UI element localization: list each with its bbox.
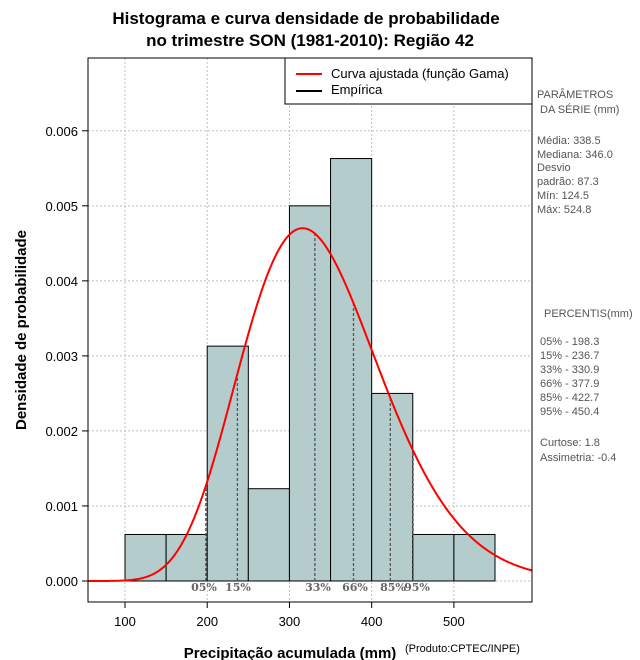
- stat-mediana: Mediana: 346.0: [537, 149, 613, 161]
- x-tick-label-4: 500: [443, 614, 465, 629]
- legend-label-empirical: Empírica: [331, 82, 383, 97]
- percentile-label-85: 85%: [380, 581, 406, 594]
- percentis-title: PERCENTIS(mm): [544, 308, 633, 320]
- x-tick-label-2: 300: [279, 614, 301, 629]
- x-axis-title: Precipitação acumulada (mm): [184, 645, 397, 660]
- histogram-bar-6: [371, 392, 414, 582]
- percentil-line-33: 33% - 330.9: [540, 364, 599, 376]
- y-tick-label-6: 0.006: [45, 124, 78, 139]
- y-axis: 0.000 0.001 0.002 0.003 0.004 0.005 0.006: [45, 124, 88, 589]
- legend-box: [284, 57, 533, 105]
- x-tick-label-3: 400: [361, 614, 383, 629]
- percentile-labels: 05% 15% 33% 66% 85% 95%: [191, 581, 430, 594]
- params-title-1: PARÂMETROS: [537, 88, 613, 101]
- histogram-bar-3: [247, 488, 290, 582]
- stat-max: Máx: 524.8: [537, 204, 591, 216]
- percentil-line-66: 66% - 377.9: [540, 378, 599, 390]
- percentile-lines: [205, 233, 414, 581]
- stat-media: Média: 338.5: [537, 135, 601, 147]
- params-title-2: DA SÉRIE (mm): [540, 103, 619, 116]
- x-axis: 100 200 300 400 500: [114, 602, 465, 629]
- legend-label-fit: Curva ajustada (função Gama): [331, 66, 509, 81]
- y-tick-label-3: 0.003: [45, 349, 78, 364]
- percentile-label-15: 15%: [225, 581, 251, 594]
- y-tick-label-2: 0.002: [45, 424, 78, 439]
- chart-title-line-1: Histograma e curva densidade de probabil…: [112, 9, 499, 28]
- product-credit: (Produto:CPTEC/INPE): [405, 643, 520, 655]
- percentile-label-66: 66%: [342, 581, 368, 594]
- histogram-bar-0: [124, 533, 167, 582]
- x-tick-label-0: 100: [114, 614, 136, 629]
- stat-assimetria: Assimetria: -0.4: [540, 452, 616, 464]
- gamma-fit-curve: [88, 227, 533, 582]
- y-tick-label-1: 0.001: [45, 499, 78, 514]
- y-axis-title: Densidade de probabilidade: [13, 230, 30, 430]
- chart-title-line-2: no trimestre SON (1981-2010): Região 42: [146, 31, 474, 50]
- stat-desvio-1: Desvio: [537, 162, 571, 174]
- histogram-bar-5: [330, 158, 373, 582]
- histogram-bar-8: [453, 533, 496, 582]
- percentil-line-85: 85% - 422.7: [540, 392, 599, 404]
- series-stats-panel: PARÂMETROS DA SÉRIE (mm) Média: 338.5 Me…: [537, 88, 633, 464]
- percentile-label-33: 33%: [305, 581, 331, 594]
- percentil-line-95: 95% - 450.4: [540, 406, 599, 418]
- histogram-bars: [124, 158, 496, 582]
- percentil-line-15: 15% - 236.7: [540, 350, 599, 362]
- stat-desvio-2: padrão: 87.3: [537, 176, 599, 188]
- histogram-bar-4: [288, 205, 332, 582]
- stat-min: Mín: 124.5: [537, 190, 589, 202]
- y-tick-label-4: 0.004: [45, 274, 78, 289]
- histogram-bar-2: [206, 345, 249, 582]
- percentile-label-95: 95%: [404, 581, 430, 594]
- histogram-bar-7: [412, 533, 455, 582]
- legend: Curva ajustada (função Gama) Empírica: [284, 57, 533, 105]
- percentile-label-05: 05%: [191, 581, 217, 594]
- stat-curtose: Curtose: 1.8: [540, 437, 600, 449]
- percentil-line-05: 05% - 198.3: [540, 336, 599, 348]
- x-tick-label-1: 200: [196, 614, 218, 629]
- y-tick-label-0: 0.000: [45, 574, 78, 589]
- y-tick-label-5: 0.005: [45, 199, 78, 214]
